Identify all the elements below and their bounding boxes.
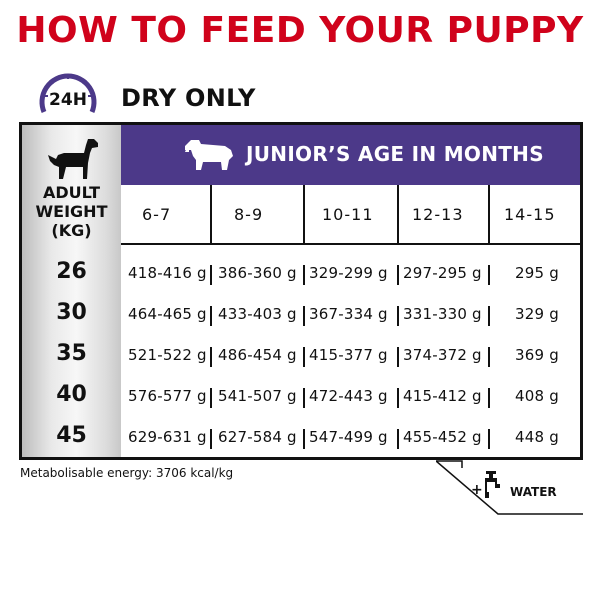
plus-sign: +	[471, 482, 483, 498]
weight-header-line: (KG)	[51, 221, 92, 240]
table-cell: 374-372 g	[403, 346, 482, 364]
month-label: 8-9	[234, 205, 264, 224]
cell-divider	[488, 388, 490, 408]
table-cell: 367-334 g	[309, 305, 388, 323]
month-label: 14-15	[504, 205, 556, 224]
age-header-band: JUNIOR’S AGE IN MONTHS	[121, 125, 580, 185]
header-divider	[397, 185, 399, 245]
weight-header-line: WEIGHT	[35, 202, 108, 221]
header-divider	[210, 185, 212, 245]
table-cell: 547-499 g	[309, 428, 388, 446]
weight-value: 30	[56, 300, 87, 325]
age-header-title: JUNIOR’S AGE IN MONTHS	[246, 142, 544, 166]
water-note-box	[435, 460, 583, 516]
cell-divider	[303, 265, 305, 285]
water-tap-icon	[481, 470, 503, 500]
header-divider	[488, 185, 490, 245]
cell-divider	[488, 347, 490, 367]
month-label: 10-11	[322, 205, 374, 224]
energy-note: Metabolisable energy: 3706 kcal/kg	[20, 466, 234, 480]
table-cell: 629-631 g	[128, 428, 207, 446]
table-cell: 472-443 g	[309, 387, 388, 405]
weight-value: 26	[56, 259, 87, 284]
section-label: DRY ONLY	[121, 84, 256, 112]
table-cell: 448 g	[515, 428, 559, 446]
table-cell: 295 g	[515, 264, 559, 282]
weight-column: ADULT WEIGHT (KG)	[22, 125, 121, 457]
cell-divider	[397, 388, 399, 408]
dog-icon	[44, 135, 100, 183]
cell-divider	[397, 347, 399, 367]
weight-header-line: ADULT	[42, 183, 101, 202]
cell-divider	[210, 388, 212, 408]
table-cell: 627-584 g	[218, 428, 297, 446]
cell-divider	[210, 347, 212, 367]
month-label: 12-13	[412, 205, 464, 224]
table-cell: 486-454 g	[218, 346, 297, 364]
cell-divider	[210, 265, 212, 285]
cell-divider	[488, 306, 490, 326]
header-rule	[121, 243, 580, 245]
cell-divider	[210, 306, 212, 326]
feeding-table: ADULT WEIGHT (KG) JUNIOR’S AGE IN MONTHS…	[19, 122, 583, 460]
cell-divider	[488, 429, 490, 449]
table-cell: 541-507 g	[218, 387, 297, 405]
weight-value: 40	[56, 382, 87, 407]
table-cell: 433-403 g	[218, 305, 297, 323]
table-cell: 369 g	[515, 346, 559, 364]
cell-divider	[488, 265, 490, 285]
cell-divider	[397, 265, 399, 285]
table-cell: 329 g	[515, 305, 559, 323]
cell-divider	[303, 429, 305, 449]
water-label: WATER	[510, 485, 557, 499]
table-cell: 329-299 g	[309, 264, 388, 282]
clock-label: 24H	[49, 90, 87, 110]
table-cell: 408 g	[515, 387, 559, 405]
table-cell: 418-416 g	[128, 264, 207, 282]
weight-value: 35	[56, 341, 87, 366]
table-cell: 415-412 g	[403, 387, 482, 405]
table-cell: 415-377 g	[309, 346, 388, 364]
table-cell: 576-577 g	[128, 387, 207, 405]
month-label: 6-7	[142, 205, 172, 224]
clock-icon: 24H	[34, 68, 102, 128]
puppy-icon	[179, 136, 237, 174]
cell-divider	[303, 388, 305, 408]
cell-divider	[303, 306, 305, 326]
cell-divider	[303, 347, 305, 367]
cell-divider	[397, 306, 399, 326]
cell-divider	[210, 429, 212, 449]
table-cell: 464-465 g	[128, 305, 207, 323]
page-title: HOW TO FEED YOUR PUPPY	[16, 10, 584, 51]
table-cell: 521-522 g	[128, 346, 207, 364]
header-divider	[303, 185, 305, 245]
table-cell: 297-295 g	[403, 264, 482, 282]
cell-divider	[397, 429, 399, 449]
weight-header: ADULT WEIGHT (KG)	[22, 183, 121, 240]
table-cell: 386-360 g	[218, 264, 297, 282]
weight-value: 45	[56, 423, 87, 448]
table-cell: 455-452 g	[403, 428, 482, 446]
table-cell: 331-330 g	[403, 305, 482, 323]
